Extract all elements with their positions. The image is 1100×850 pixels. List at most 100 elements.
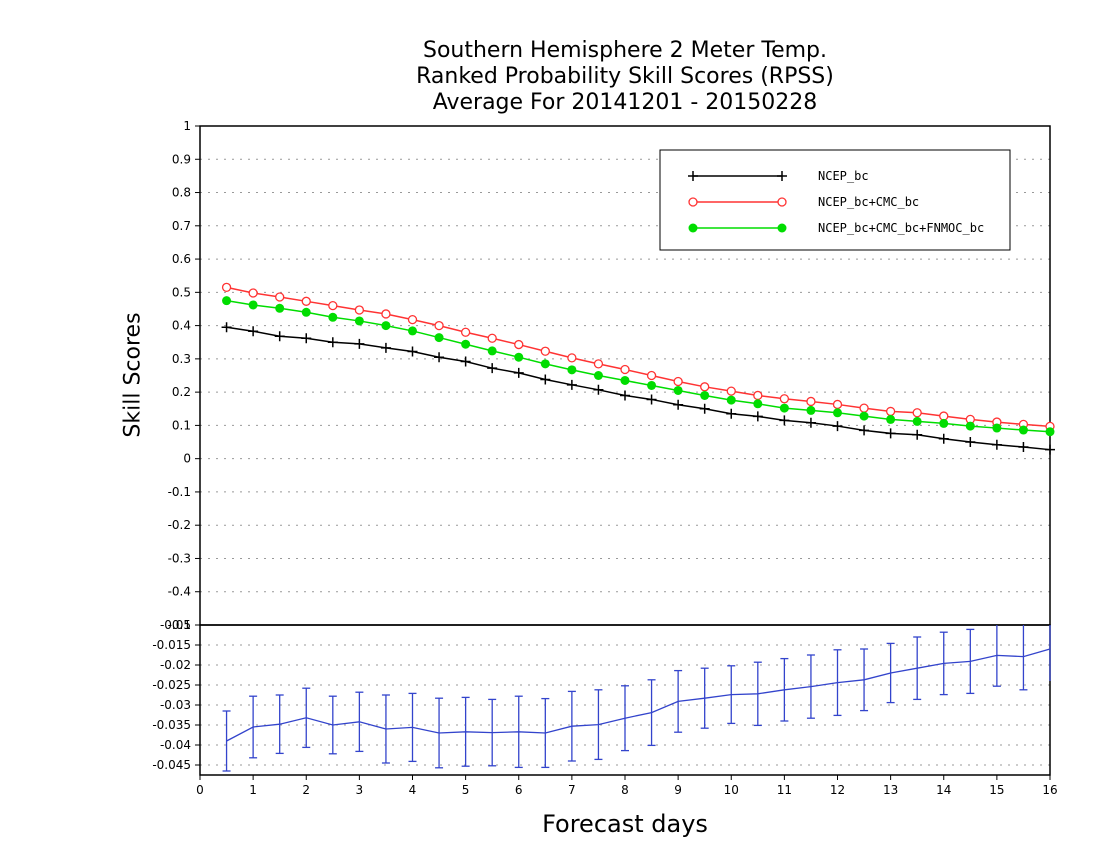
data-point — [886, 414, 896, 424]
x-tick-label: 8 — [621, 783, 629, 797]
y-tick-label: -0.015 — [152, 638, 191, 652]
legend-box — [659, 149, 1011, 251]
data-point — [939, 411, 949, 421]
data-point — [461, 339, 471, 349]
y-tick-label: -0.025 — [152, 678, 191, 692]
data-point — [221, 282, 232, 292]
y-tick-label: 0.8 — [172, 186, 191, 200]
data-point — [407, 314, 418, 325]
y-tick-label: 0.2 — [172, 385, 191, 399]
data-point — [779, 415, 790, 426]
data-point — [514, 352, 524, 362]
data-point — [991, 439, 1002, 450]
data-point — [1045, 427, 1055, 437]
x-tick-label: 13 — [883, 783, 898, 797]
x-tick-label: 7 — [568, 783, 576, 797]
x-tick-label: 1 — [249, 783, 257, 797]
data-point — [620, 375, 630, 385]
y-tick-label: 0.1 — [172, 418, 191, 432]
data-point — [859, 411, 869, 421]
series-line — [226, 299, 1051, 433]
data-point — [434, 352, 445, 363]
data-point — [380, 342, 391, 353]
data-point — [434, 333, 444, 343]
y-tick-label: 0.9 — [172, 152, 191, 166]
data-point — [912, 429, 923, 440]
data-point — [328, 300, 338, 311]
x-tick-label: 9 — [674, 783, 682, 797]
data-point — [487, 346, 497, 356]
y-tick-label: 0.7 — [172, 219, 191, 233]
data-point — [513, 367, 524, 378]
legend-label: NCEP_bc+CMC_bc — [818, 195, 919, 209]
data-point — [673, 376, 683, 387]
data-point — [752, 411, 763, 422]
data-point — [487, 363, 498, 374]
data-point — [460, 327, 471, 337]
data-point — [222, 296, 232, 306]
data-point — [540, 359, 550, 369]
data-point — [805, 417, 816, 428]
x-tick-label: 2 — [302, 783, 310, 797]
y-tick-label: -0.045 — [152, 758, 191, 772]
data-point — [700, 382, 710, 392]
data-point — [833, 408, 842, 418]
y-tick-label: -0.1 — [168, 485, 191, 499]
y-tick-label: 0 — [183, 452, 191, 466]
x-tick-label: 11 — [777, 783, 792, 797]
y-tick-label: 1 — [183, 119, 191, 133]
y-tick-label: 0.5 — [172, 285, 191, 299]
x-axis-label: Forecast days — [542, 810, 708, 838]
data-point — [540, 374, 551, 385]
data-point — [912, 408, 922, 418]
data-point — [885, 428, 896, 439]
data-point — [992, 423, 1002, 433]
data-point — [354, 316, 364, 326]
data-point — [301, 307, 311, 317]
legend-label: NCEP_bc+CMC_bc+FNMOC_bc — [818, 221, 984, 235]
legend-marker — [777, 223, 787, 233]
data-point — [328, 312, 338, 322]
data-point — [540, 346, 550, 356]
data-point — [939, 418, 949, 428]
data-point — [407, 346, 418, 357]
x-tick-label: 3 — [356, 783, 364, 797]
x-tick-label: 5 — [462, 783, 470, 797]
data-point — [514, 339, 524, 350]
y-tick-label: 0.3 — [172, 352, 191, 366]
data-point — [647, 380, 657, 390]
x-tick-label: 4 — [409, 783, 417, 797]
y-tick-label: -0.04 — [160, 738, 191, 752]
data-point — [248, 300, 258, 310]
data-point — [221, 322, 232, 333]
data-point — [275, 292, 285, 302]
data-point — [753, 399, 763, 409]
x-tick-label: 10 — [724, 783, 739, 797]
x-tick-label: 15 — [989, 783, 1004, 797]
data-point — [381, 309, 391, 319]
data-point — [699, 403, 710, 414]
data-point — [726, 395, 736, 405]
data-point — [408, 326, 417, 336]
y-tick-label: -0.035 — [152, 718, 191, 732]
data-point — [779, 394, 790, 404]
data-point — [275, 303, 285, 313]
data-point — [832, 399, 843, 410]
legend-marker — [777, 171, 787, 181]
data-point — [593, 371, 603, 380]
data-point — [726, 386, 736, 396]
data-point — [620, 364, 630, 375]
data-point — [274, 331, 285, 342]
chart-title-line-2: Ranked Probability Skill Scores (RPSS) — [416, 64, 834, 89]
x-tick-label: 16 — [1042, 783, 1057, 797]
data-point — [753, 390, 763, 401]
data-point — [248, 326, 259, 337]
legend-marker — [688, 223, 698, 233]
data-point — [1018, 442, 1029, 453]
data-point — [673, 399, 684, 410]
y-tick-label: -0.2 — [168, 518, 191, 532]
data-point — [965, 437, 976, 448]
data-point — [726, 408, 737, 419]
legend-marker — [777, 197, 787, 207]
